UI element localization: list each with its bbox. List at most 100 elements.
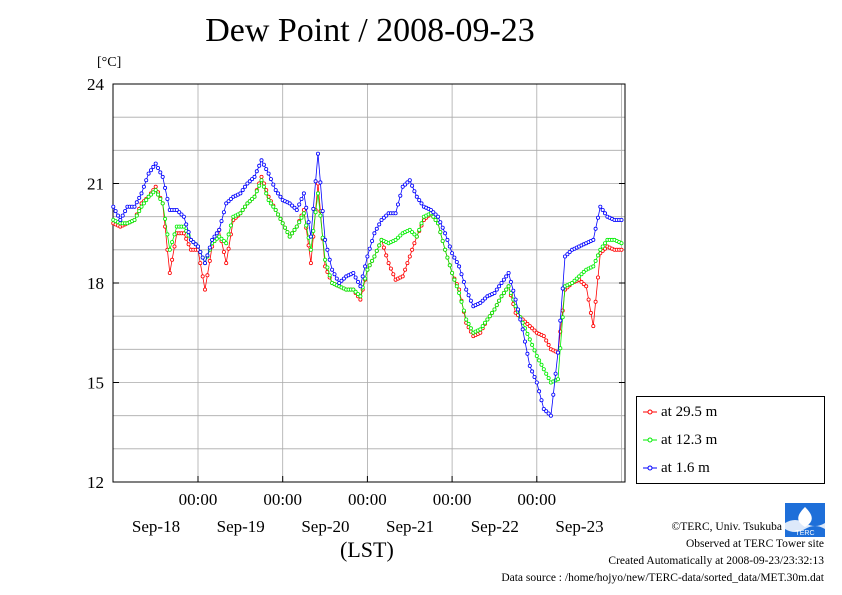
data-point [273,188,278,193]
data-point [170,257,175,262]
data-point [181,214,186,219]
data-point [400,184,405,189]
data-point [153,161,158,166]
data-point [407,227,412,232]
data-point [353,275,358,280]
data-point [363,276,368,281]
observed-note: Observed at TERC Tower site [685,538,824,550]
data-point [144,198,149,203]
data-point [454,284,459,289]
data-point [482,320,487,325]
data-point [558,318,563,323]
data-point [297,202,302,207]
data-point [179,212,184,217]
data-point [556,350,561,355]
data-point [435,214,440,219]
legend-label: at 12.3 m [661,431,718,448]
data-point [226,199,231,204]
data-point [567,249,572,254]
data-point [325,247,330,252]
data-point [558,346,563,351]
data-point [186,242,191,247]
data-point [158,196,163,201]
data-point [410,247,415,252]
data-point [151,190,156,195]
data-point [320,209,325,214]
data-point [132,204,137,209]
data-point [221,210,226,215]
x-tick-label-time: 00:00 [517,490,556,509]
data-point [330,267,335,272]
data-point [370,258,375,263]
data-point [596,253,601,258]
data-point [242,184,247,189]
data-point [238,191,243,196]
data-point [360,274,365,279]
data-point [327,273,332,278]
chart-title: Dew Point / 2008-09-23 [205,12,535,49]
data-point [461,279,466,284]
data-point [339,278,344,283]
data-point [501,290,506,295]
data-point [452,277,457,282]
data-point [226,232,231,237]
data-point [525,331,530,336]
data-point [238,211,243,216]
data-point [506,270,511,275]
data-point [530,326,535,331]
data-point [181,224,186,229]
legend-marker-red-icon [643,409,657,415]
data-point [198,261,203,266]
data-point [490,310,495,315]
data-point [308,247,313,252]
data-point [163,216,168,221]
data-point [508,279,513,284]
data-point [548,413,553,418]
data-point [294,224,299,229]
data-point [261,162,266,167]
data-point [581,269,586,274]
data-point [226,246,231,251]
data-point [551,392,556,397]
data-point [372,231,377,236]
data-point [534,353,539,358]
data-point [461,308,466,313]
data-point [440,225,445,230]
data-point [534,380,539,385]
data-point [259,174,264,179]
data-point [250,196,255,201]
data-point [591,264,596,269]
data-point [320,235,325,240]
y-axis-unit: [°C] [97,55,122,70]
data-point [443,247,448,252]
data-point [478,300,483,305]
data-point [377,243,382,248]
data-point [134,213,139,218]
data-point [278,216,283,221]
data-point [412,189,417,194]
data-point [217,227,222,232]
data-point [504,287,509,292]
data-point [419,201,424,206]
data-point [219,236,224,241]
data-point [148,168,153,173]
data-point [252,174,257,179]
data-point [527,337,532,342]
data-point [186,230,191,235]
data-point [565,252,570,257]
data-point [181,231,186,236]
data-point [205,273,210,278]
data-point [445,255,450,260]
data-point [386,261,391,266]
data-point [579,279,584,284]
data-point [247,199,252,204]
data-point [358,294,363,299]
data-point [228,223,233,228]
data-point [200,274,205,279]
data-point [447,244,452,249]
data-point [285,230,290,235]
data-point [193,242,198,247]
data-point [264,191,269,196]
data-point [499,294,504,299]
data-point [358,297,363,302]
